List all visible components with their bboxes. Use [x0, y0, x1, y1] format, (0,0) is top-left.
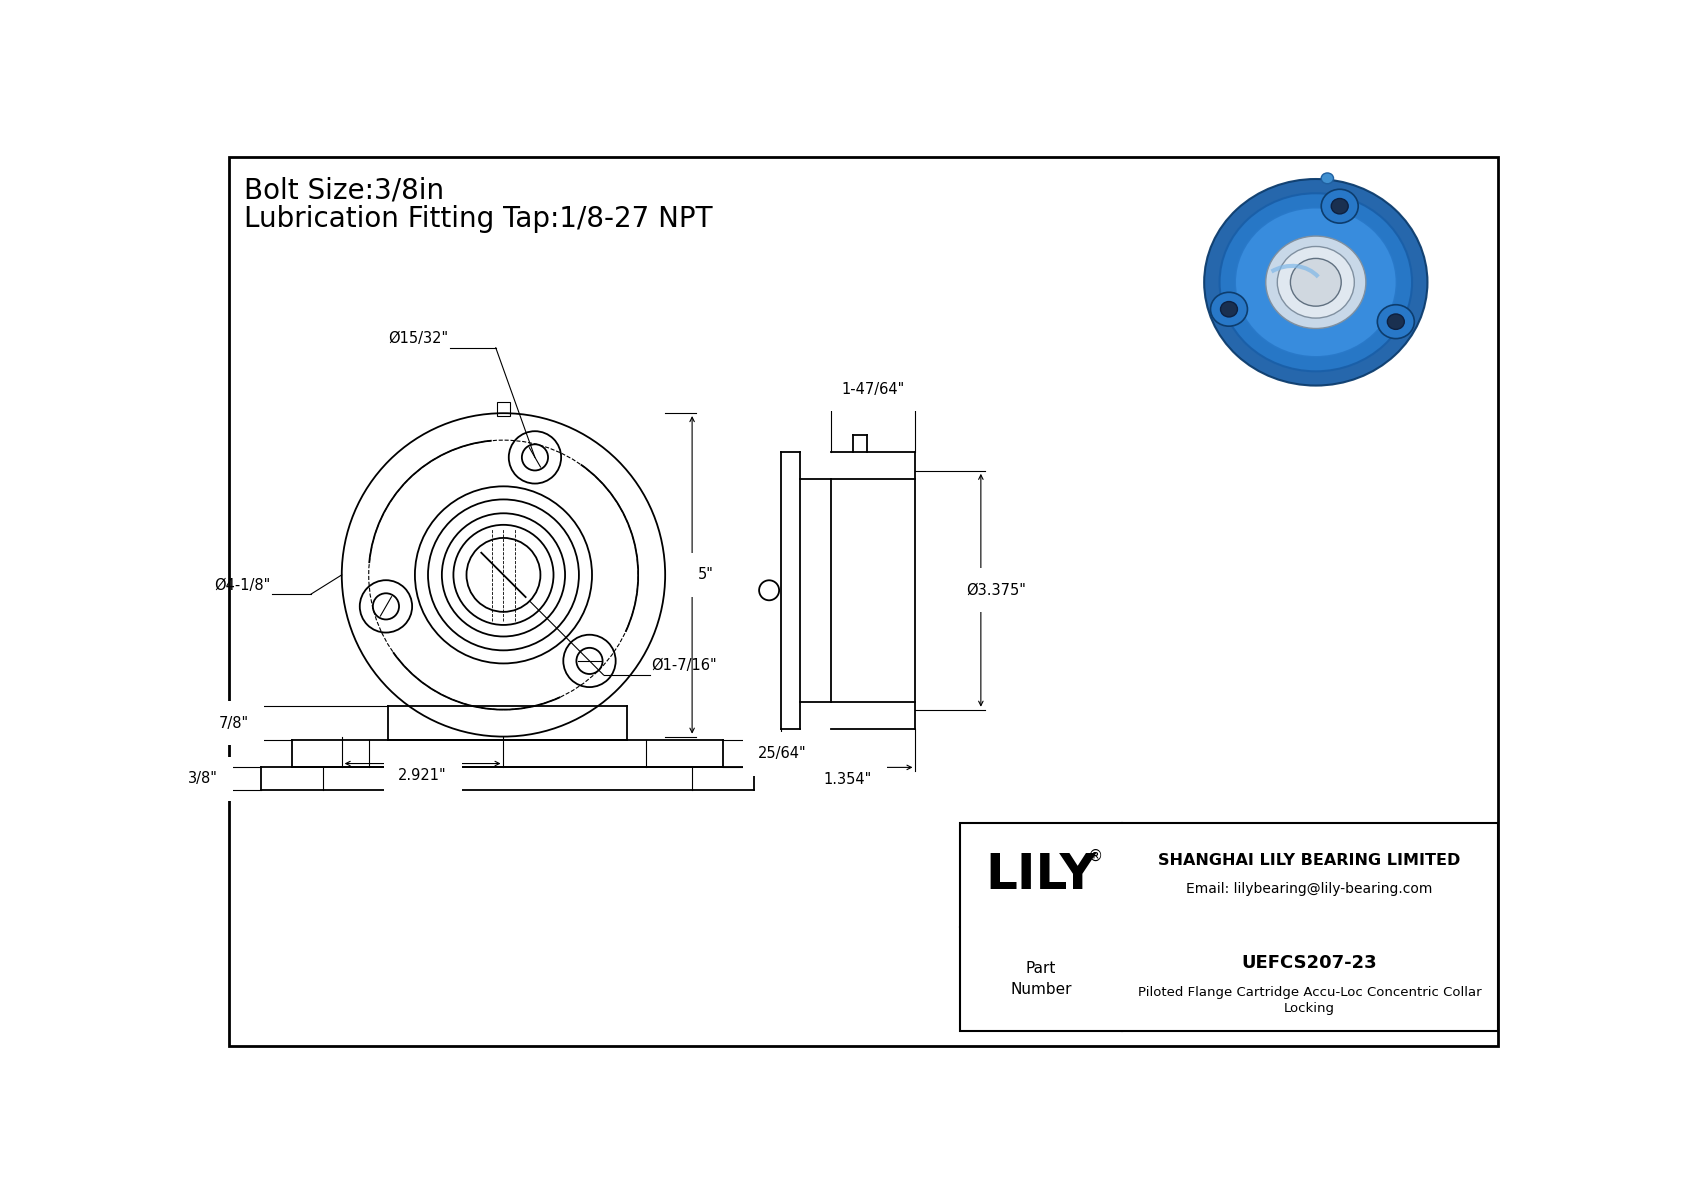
Text: Locking: Locking [1285, 1002, 1335, 1015]
Text: 1.354": 1.354" [823, 772, 872, 787]
Ellipse shape [1388, 314, 1404, 330]
Text: SHANGHAI LILY BEARING LIMITED: SHANGHAI LILY BEARING LIMITED [1159, 854, 1460, 868]
Text: UEFCS207-23: UEFCS207-23 [1241, 954, 1378, 972]
Text: Email: lilybearing@lily-bearing.com: Email: lilybearing@lily-bearing.com [1187, 881, 1433, 896]
Text: Ø15/32": Ø15/32" [387, 331, 448, 347]
Ellipse shape [1276, 247, 1354, 318]
Text: Lubrication Fitting Tap:1/8-27 NPT: Lubrication Fitting Tap:1/8-27 NPT [244, 205, 712, 233]
Text: Ø4-1/8": Ø4-1/8" [214, 578, 271, 593]
Bar [960, 823, 1497, 1030]
Text: 7/8": 7/8" [219, 716, 249, 730]
Ellipse shape [1211, 292, 1248, 326]
Text: Piloted Flange Cartridge Accu-Loc Concentric Collar: Piloted Flange Cartridge Accu-Loc Concen… [1138, 986, 1482, 999]
Text: 2.921": 2.921" [399, 768, 446, 784]
Ellipse shape [1332, 199, 1349, 214]
Text: LILY: LILY [985, 850, 1096, 899]
Ellipse shape [1322, 189, 1359, 223]
Text: 5": 5" [699, 567, 714, 582]
Text: 1-47/64": 1-47/64" [842, 382, 904, 397]
Ellipse shape [1204, 179, 1428, 386]
Ellipse shape [1234, 207, 1396, 357]
Text: Ø1-7/16": Ø1-7/16" [652, 659, 717, 673]
Text: 3/8": 3/8" [189, 772, 219, 786]
Text: Ø3.375": Ø3.375" [967, 582, 1026, 598]
Text: ®: ® [1088, 849, 1103, 863]
Ellipse shape [1290, 258, 1340, 306]
Ellipse shape [1219, 193, 1413, 372]
Text: Bolt Size:3/8in: Bolt Size:3/8in [244, 176, 445, 204]
Ellipse shape [1221, 301, 1238, 317]
Text: Part
Number: Part Number [1010, 961, 1071, 997]
Ellipse shape [1378, 305, 1415, 338]
Ellipse shape [1266, 236, 1366, 329]
Text: 25/64": 25/64" [758, 747, 807, 761]
Bar [497, 403, 510, 417]
Ellipse shape [1322, 173, 1334, 183]
